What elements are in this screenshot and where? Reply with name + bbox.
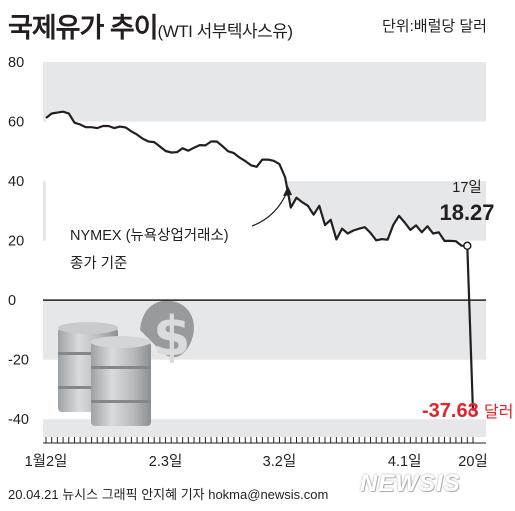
series-label-basis: 종가 기준	[70, 255, 127, 272]
credit-line: 20.04.21 뉴시스 그래픽 안지혜 기자 hokma@newsis.com	[8, 487, 329, 502]
x-tick-label-0: 1월2일	[25, 453, 68, 470]
x-axis: 1월2일 2.3일 3.2일 4.1일 20일	[25, 437, 488, 470]
svg-text:$: $	[153, 305, 191, 368]
y-tick-label-5: -20	[8, 353, 29, 369]
y-tick-label-4: 0	[8, 293, 16, 309]
point-marker-17	[463, 241, 472, 251]
series-label: NYMEX (뉴욕상업거래소)	[70, 227, 229, 244]
annotation-value-17: 18.27	[439, 200, 494, 225]
chart-subtitle: (WTI 서부텍사스유)	[157, 22, 294, 41]
x-tick-label-3: 4.1일	[388, 453, 422, 470]
y-tick-label-3: 20	[8, 234, 24, 250]
y-tick-label-0: 80	[8, 55, 24, 71]
annotation-unit-20: 달러	[484, 403, 513, 421]
area-fill	[46, 111, 468, 301]
annotation-date-17: 17일	[452, 179, 481, 196]
oil-barrel-dollar-icon: $	[58, 300, 194, 426]
x-tick-label-2: 3.2일	[263, 453, 297, 470]
price-line	[45, 110, 475, 413]
chart-title-row: 국제유가 추이(WTI 서부텍사스유)	[8, 6, 293, 45]
y-tick-label-2: 40	[8, 174, 24, 190]
x-tick-label-1: 2.3일	[149, 453, 183, 470]
unit-label: 단위:배럴당 달러	[382, 18, 487, 35]
chart-title: 국제유가 추이	[8, 13, 159, 43]
point-marker-20	[468, 407, 478, 417]
series-callout-arrow	[251, 191, 288, 227]
grid-band-0	[43, 62, 486, 122]
annotation-value-20: -37.63	[422, 400, 479, 422]
grid-band-3	[43, 419, 486, 437]
newsis-logo: NEWSIS	[360, 470, 461, 497]
y-tick-label-6: -40	[8, 412, 29, 428]
y-axis: 80 60 40 20 0 -20 -40	[8, 55, 29, 428]
x-tick-label-4: 20일	[458, 453, 487, 470]
y-tick-label-1: 60	[8, 115, 24, 131]
annotations: 17일 18.27 -37.63 달러	[422, 179, 513, 422]
